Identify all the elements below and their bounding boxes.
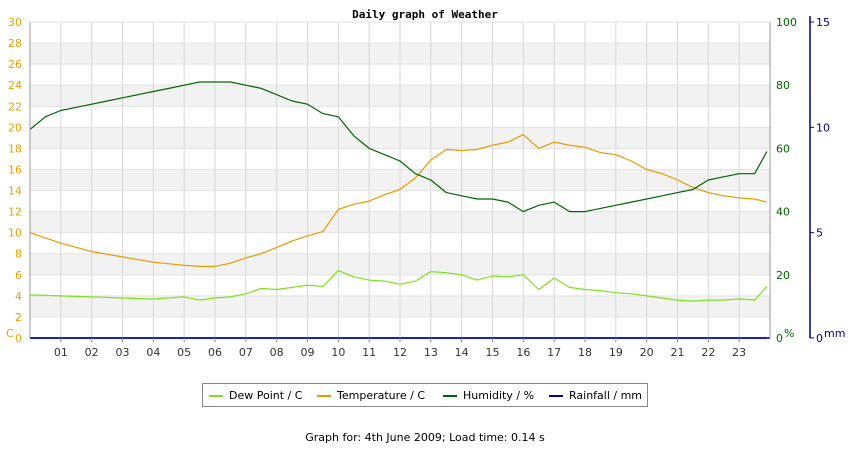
rainfall-tick-label: 5	[816, 227, 823, 240]
humidity-tick-label: 60	[776, 142, 790, 155]
x-tick-label: 04	[146, 346, 160, 359]
left-tick-label: 24	[8, 79, 22, 92]
rainfall-axis-ticks: 0 5 10 15	[810, 16, 830, 345]
left-tick-label: 30	[8, 16, 22, 29]
legend: Dew Point / C Temperature / C Humidity /…	[202, 383, 648, 407]
x-tick-label: 05	[177, 346, 191, 359]
x-tick-label: 15	[486, 346, 500, 359]
x-tick-label: 20	[640, 346, 654, 359]
chart-title: Daily graph of Weather	[352, 8, 498, 21]
x-tick-label: 09	[301, 346, 315, 359]
left-tick-label: 12	[8, 206, 22, 219]
x-tick-label: 17	[547, 346, 561, 359]
x-tick-label: 01	[54, 346, 68, 359]
rainfall-tick-label: 0	[816, 332, 823, 345]
left-tick-label: 2	[15, 311, 22, 324]
x-tick-label: 03	[116, 346, 130, 359]
legend-label-rainfall: Rainfall / mm	[569, 389, 643, 402]
humidity-tick-label: 0	[776, 332, 783, 345]
legend-swatch-dew-point	[209, 395, 223, 397]
legend-item-humidity: Humidity / %	[443, 389, 534, 402]
legend-label-dew-point: Dew Point / C	[229, 389, 303, 402]
x-tick-label: 11	[362, 346, 376, 359]
x-tick-label: 08	[270, 346, 284, 359]
vertical-gridlines	[60, 22, 740, 338]
left-tick-label: 6	[15, 269, 22, 282]
rainfall-axis-unit-label: mm	[824, 327, 845, 340]
legend-label-humidity: Humidity / %	[463, 389, 535, 402]
series-line-temperature	[29, 134, 768, 267]
left-tick-label: 28	[8, 37, 22, 50]
x-tick-label: 13	[424, 346, 438, 359]
series-line-dew	[29, 270, 768, 302]
legend-item-temperature: Temperature / C	[317, 389, 425, 402]
legend-item-rainfall: Rainfall / mm	[549, 389, 642, 402]
left-axis-unit-label: C	[6, 327, 14, 340]
humidity-tick-label: 20	[776, 269, 790, 282]
legend-swatch-temperature	[317, 395, 331, 397]
x-tick-label: 12	[393, 346, 407, 359]
x-tick-label: 19	[609, 346, 623, 359]
x-tick-label: 06	[208, 346, 222, 359]
rainfall-tick-label: 15	[816, 16, 830, 29]
left-tick-label: 8	[15, 248, 22, 261]
series-line-humidity	[29, 81, 768, 213]
left-tick-label: 16	[8, 163, 22, 176]
left-tick-label: 18	[8, 142, 22, 155]
x-tick-label: 21	[671, 346, 685, 359]
humidity-tick-label: 40	[776, 206, 790, 219]
left-tick-label: 26	[8, 58, 22, 71]
footer-info: Graph for: 4th June 2009; Load time: 0.1…	[305, 431, 545, 444]
humidity-axis-unit-label: %	[784, 327, 794, 340]
x-tick-label: 07	[239, 346, 253, 359]
x-axis-ticks: 01 02 03 04 05 06 07 08 09 10 11 12 13 14 15 16 17 18 19 20…	[54, 338, 746, 359]
horizontal-gridlines	[30, 21, 770, 339]
humidity-tick-label: 100	[776, 16, 797, 29]
humidity-tick-label: 80	[776, 79, 790, 92]
legend-label-temperature: Temperature / C	[337, 389, 426, 402]
left-tick-label: 22	[8, 100, 22, 113]
legend-swatch-rainfall	[549, 395, 563, 397]
humidity-axis-ticks: 0 20 40 60 80 100	[776, 16, 797, 345]
x-tick-label: 14	[455, 346, 469, 359]
left-tick-label: 4	[15, 290, 22, 303]
x-tick-label: 16	[516, 346, 530, 359]
legend-item-dew-point: Dew Point / C	[209, 389, 302, 402]
left-tick-label: 0	[15, 332, 22, 345]
left-tick-label: 14	[8, 185, 22, 198]
x-tick-label: 23	[732, 346, 746, 359]
left-tick-label: 10	[8, 227, 22, 240]
x-tick-label: 10	[331, 346, 345, 359]
rainfall-tick-label: 10	[816, 121, 830, 134]
left-tick-label: 20	[8, 121, 22, 134]
x-tick-label: 22	[701, 346, 715, 359]
x-tick-label: 02	[85, 346, 99, 359]
x-tick-label: 18	[578, 346, 592, 359]
legend-swatch-humidity	[443, 395, 457, 397]
